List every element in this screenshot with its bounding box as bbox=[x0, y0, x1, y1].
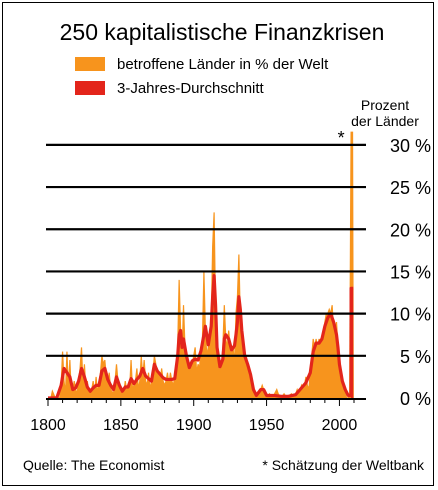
x-tick-label: 1900 bbox=[176, 417, 212, 434]
chart-title: 250 kapitalistische Finanzkrisen bbox=[60, 19, 385, 45]
x-tick-label: 1800 bbox=[30, 417, 66, 434]
estimate-note: * Schätzung der Weltbank bbox=[262, 457, 425, 473]
legend-swatch-raw bbox=[75, 57, 105, 71]
y-tick-label: 0 % bbox=[400, 389, 431, 409]
y-axis-title-line-1: Prozent bbox=[361, 97, 409, 113]
gridlines bbox=[46, 143, 366, 357]
plot-area bbox=[48, 131, 355, 400]
x-tick-label: 1850 bbox=[103, 417, 139, 434]
x-tick-label: 1950 bbox=[249, 417, 285, 434]
legend-label-raw: betroffene Länder in % der Welt bbox=[117, 56, 329, 73]
y-axis-title: Prozent der Länder bbox=[351, 97, 419, 129]
legend-swatch-average bbox=[75, 81, 105, 95]
y-axis-title-line-2: der Länder bbox=[351, 113, 419, 129]
y-tick-label: 20 % bbox=[390, 220, 431, 240]
source-note: Quelle: The Economist bbox=[23, 457, 164, 473]
x-tick-label: 2000 bbox=[322, 417, 358, 434]
y-tick-label: 30 % bbox=[390, 136, 431, 156]
legend-label-average: 3-Jahres-Durchschnitt bbox=[117, 80, 265, 97]
series-affected-countries bbox=[48, 131, 354, 400]
average-bar-2008 bbox=[351, 288, 354, 398]
annotation-asterisk: * bbox=[338, 128, 345, 148]
chart-frame bbox=[2, 2, 434, 486]
series-three-year-average bbox=[48, 274, 355, 400]
y-tick-labels: 0 % 5 % 10 % 15 % 20 % 25 % 30 % bbox=[390, 136, 431, 409]
y-tick-label: 25 % bbox=[390, 178, 431, 198]
x-axis: 1800 1850 1900 1950 2000 bbox=[30, 398, 366, 434]
y-tick-label: 15 % bbox=[390, 262, 431, 282]
y-tick-label: 10 % bbox=[390, 305, 431, 325]
legend: betroffene Länder in % der Welt 3-Jahres… bbox=[75, 56, 329, 97]
y-tick-label: 5 % bbox=[400, 347, 431, 367]
